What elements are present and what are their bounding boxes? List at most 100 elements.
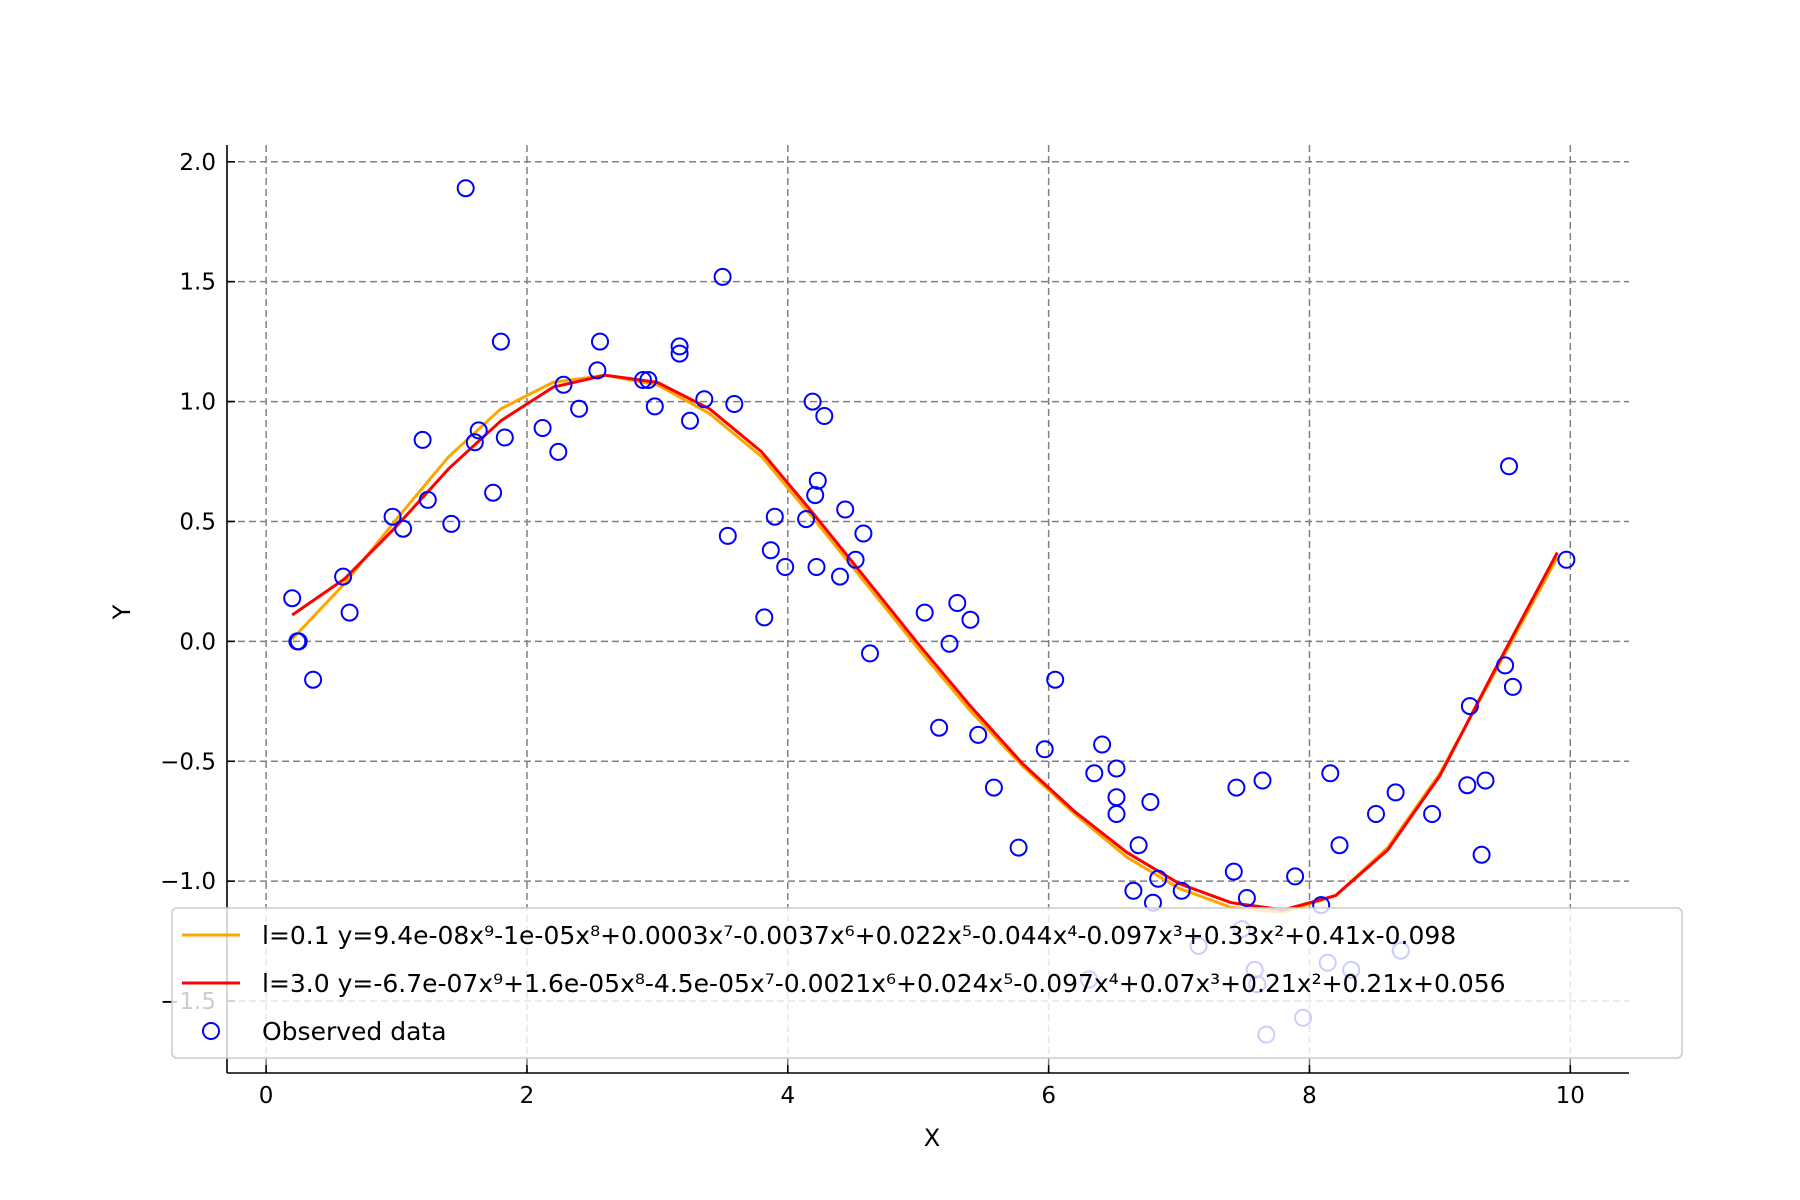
- legend-swatch-marker: [202, 1022, 220, 1040]
- x-tick-label: 0: [259, 1083, 274, 1109]
- data-point: [836, 500, 855, 519]
- data-point: [334, 567, 353, 586]
- data-point: [591, 332, 609, 351]
- data-point: [1009, 838, 1028, 857]
- data-point: [1557, 550, 1576, 569]
- data-point: [755, 608, 774, 627]
- y-tick-label: 1.5: [179, 270, 216, 296]
- data-point: [797, 510, 816, 529]
- data-point: [1172, 881, 1191, 900]
- data-point: [1386, 783, 1405, 802]
- data-point: [1458, 776, 1477, 795]
- data-point: [1107, 788, 1126, 807]
- data-point: [776, 558, 795, 576]
- data-point: [588, 361, 607, 380]
- data-point: [1496, 656, 1515, 675]
- legend-box: [171, 907, 1683, 1059]
- y-tick-label: 2.0: [179, 150, 216, 176]
- data-point: [765, 507, 784, 526]
- data-point: [469, 421, 488, 440]
- data-point: [418, 490, 437, 509]
- data-point: [1321, 764, 1340, 783]
- data-point: [861, 644, 879, 663]
- data-point: [340, 603, 359, 622]
- data-point: [1476, 771, 1495, 790]
- legend-entry-label: l=3.0 y=-6.7e-07x⁹+1.6e-05x⁸-4.5e-05x⁷-0…: [262, 969, 1506, 998]
- data-point: [570, 399, 589, 418]
- data-point: [1129, 836, 1148, 855]
- data-point: [1141, 793, 1160, 811]
- legend-entry-label: l=0.1 y=9.4e-08x⁹-1e-05x⁸+0.0003x⁷-0.003…: [262, 921, 1456, 950]
- data-point: [394, 519, 413, 538]
- x-tick-label: 10: [1556, 1083, 1585, 1109]
- plot-area: [283, 179, 1576, 1044]
- data-point: [1107, 805, 1126, 823]
- data-point: [1286, 867, 1305, 886]
- data-point: [713, 267, 732, 286]
- data-point: [1423, 805, 1442, 823]
- data-point: [1046, 670, 1065, 689]
- data-point: [1237, 889, 1256, 907]
- data-point: [533, 419, 552, 437]
- data-point: [1107, 759, 1126, 778]
- series-line-1: [291, 373, 1559, 912]
- x-axis: 0 2 4 6 8 10: [259, 1065, 1585, 1109]
- data-point: [806, 486, 825, 505]
- y-axis-label: Y: [108, 604, 136, 620]
- y-tick-label: 0.0: [179, 629, 216, 655]
- data-point: [1093, 735, 1112, 754]
- data-point: [761, 541, 780, 560]
- data-point: [915, 603, 934, 622]
- y-tick-label: −1.0: [160, 869, 216, 895]
- data-point: [639, 371, 658, 389]
- data-point: [1367, 805, 1385, 823]
- data-point: [1227, 778, 1246, 797]
- y-tick-label: 0.5: [179, 509, 216, 535]
- data-point: [1500, 457, 1518, 476]
- data-point: [465, 433, 484, 452]
- data-point: [495, 428, 514, 447]
- data-point: [670, 344, 689, 363]
- data-point: [1085, 764, 1104, 783]
- data-point: [854, 524, 873, 543]
- data-point: [803, 392, 822, 411]
- data-point: [304, 670, 323, 689]
- data-point: [491, 332, 510, 351]
- data-point: [984, 778, 1003, 797]
- series-line-0: [291, 373, 1559, 914]
- x-tick-label: 6: [1041, 1083, 1056, 1109]
- data-point: [456, 179, 475, 198]
- y-tick-label: 1.0: [179, 390, 216, 416]
- data-point: [289, 632, 308, 651]
- data-point: [634, 371, 652, 389]
- data-point: [549, 442, 568, 461]
- data-point: [948, 594, 967, 612]
- data-point: [1503, 677, 1522, 696]
- y-tick-label: −0.5: [160, 749, 216, 775]
- data-point: [1460, 697, 1479, 716]
- data-point: [807, 558, 826, 576]
- legend: l=0.1 y=9.4e-08x⁹-1e-05x⁸+0.0003x⁷-0.003…: [171, 907, 1683, 1059]
- data-point: [484, 483, 503, 502]
- data-point: [930, 718, 949, 737]
- data-point: [961, 610, 980, 629]
- x-tick-label: 2: [520, 1083, 535, 1109]
- data-point: [283, 589, 302, 608]
- x-axis-label: X: [924, 1124, 940, 1152]
- data-point: [1330, 836, 1349, 855]
- data-point: [1149, 869, 1168, 888]
- data-point: [1253, 771, 1272, 790]
- data-point: [413, 430, 432, 449]
- data-point: [681, 411, 699, 430]
- data-point: [718, 526, 737, 545]
- x-tick-label: 4: [780, 1083, 795, 1109]
- data-point: [846, 550, 865, 569]
- data-point: [554, 375, 573, 394]
- data-point: [695, 390, 714, 409]
- y-axis: −1.5−1.0−0.50.00.51.01.52.0: [160, 150, 235, 1015]
- data-point: [670, 337, 689, 356]
- data-point: [725, 395, 744, 413]
- data-point: [969, 725, 988, 744]
- data-point: [442, 514, 461, 533]
